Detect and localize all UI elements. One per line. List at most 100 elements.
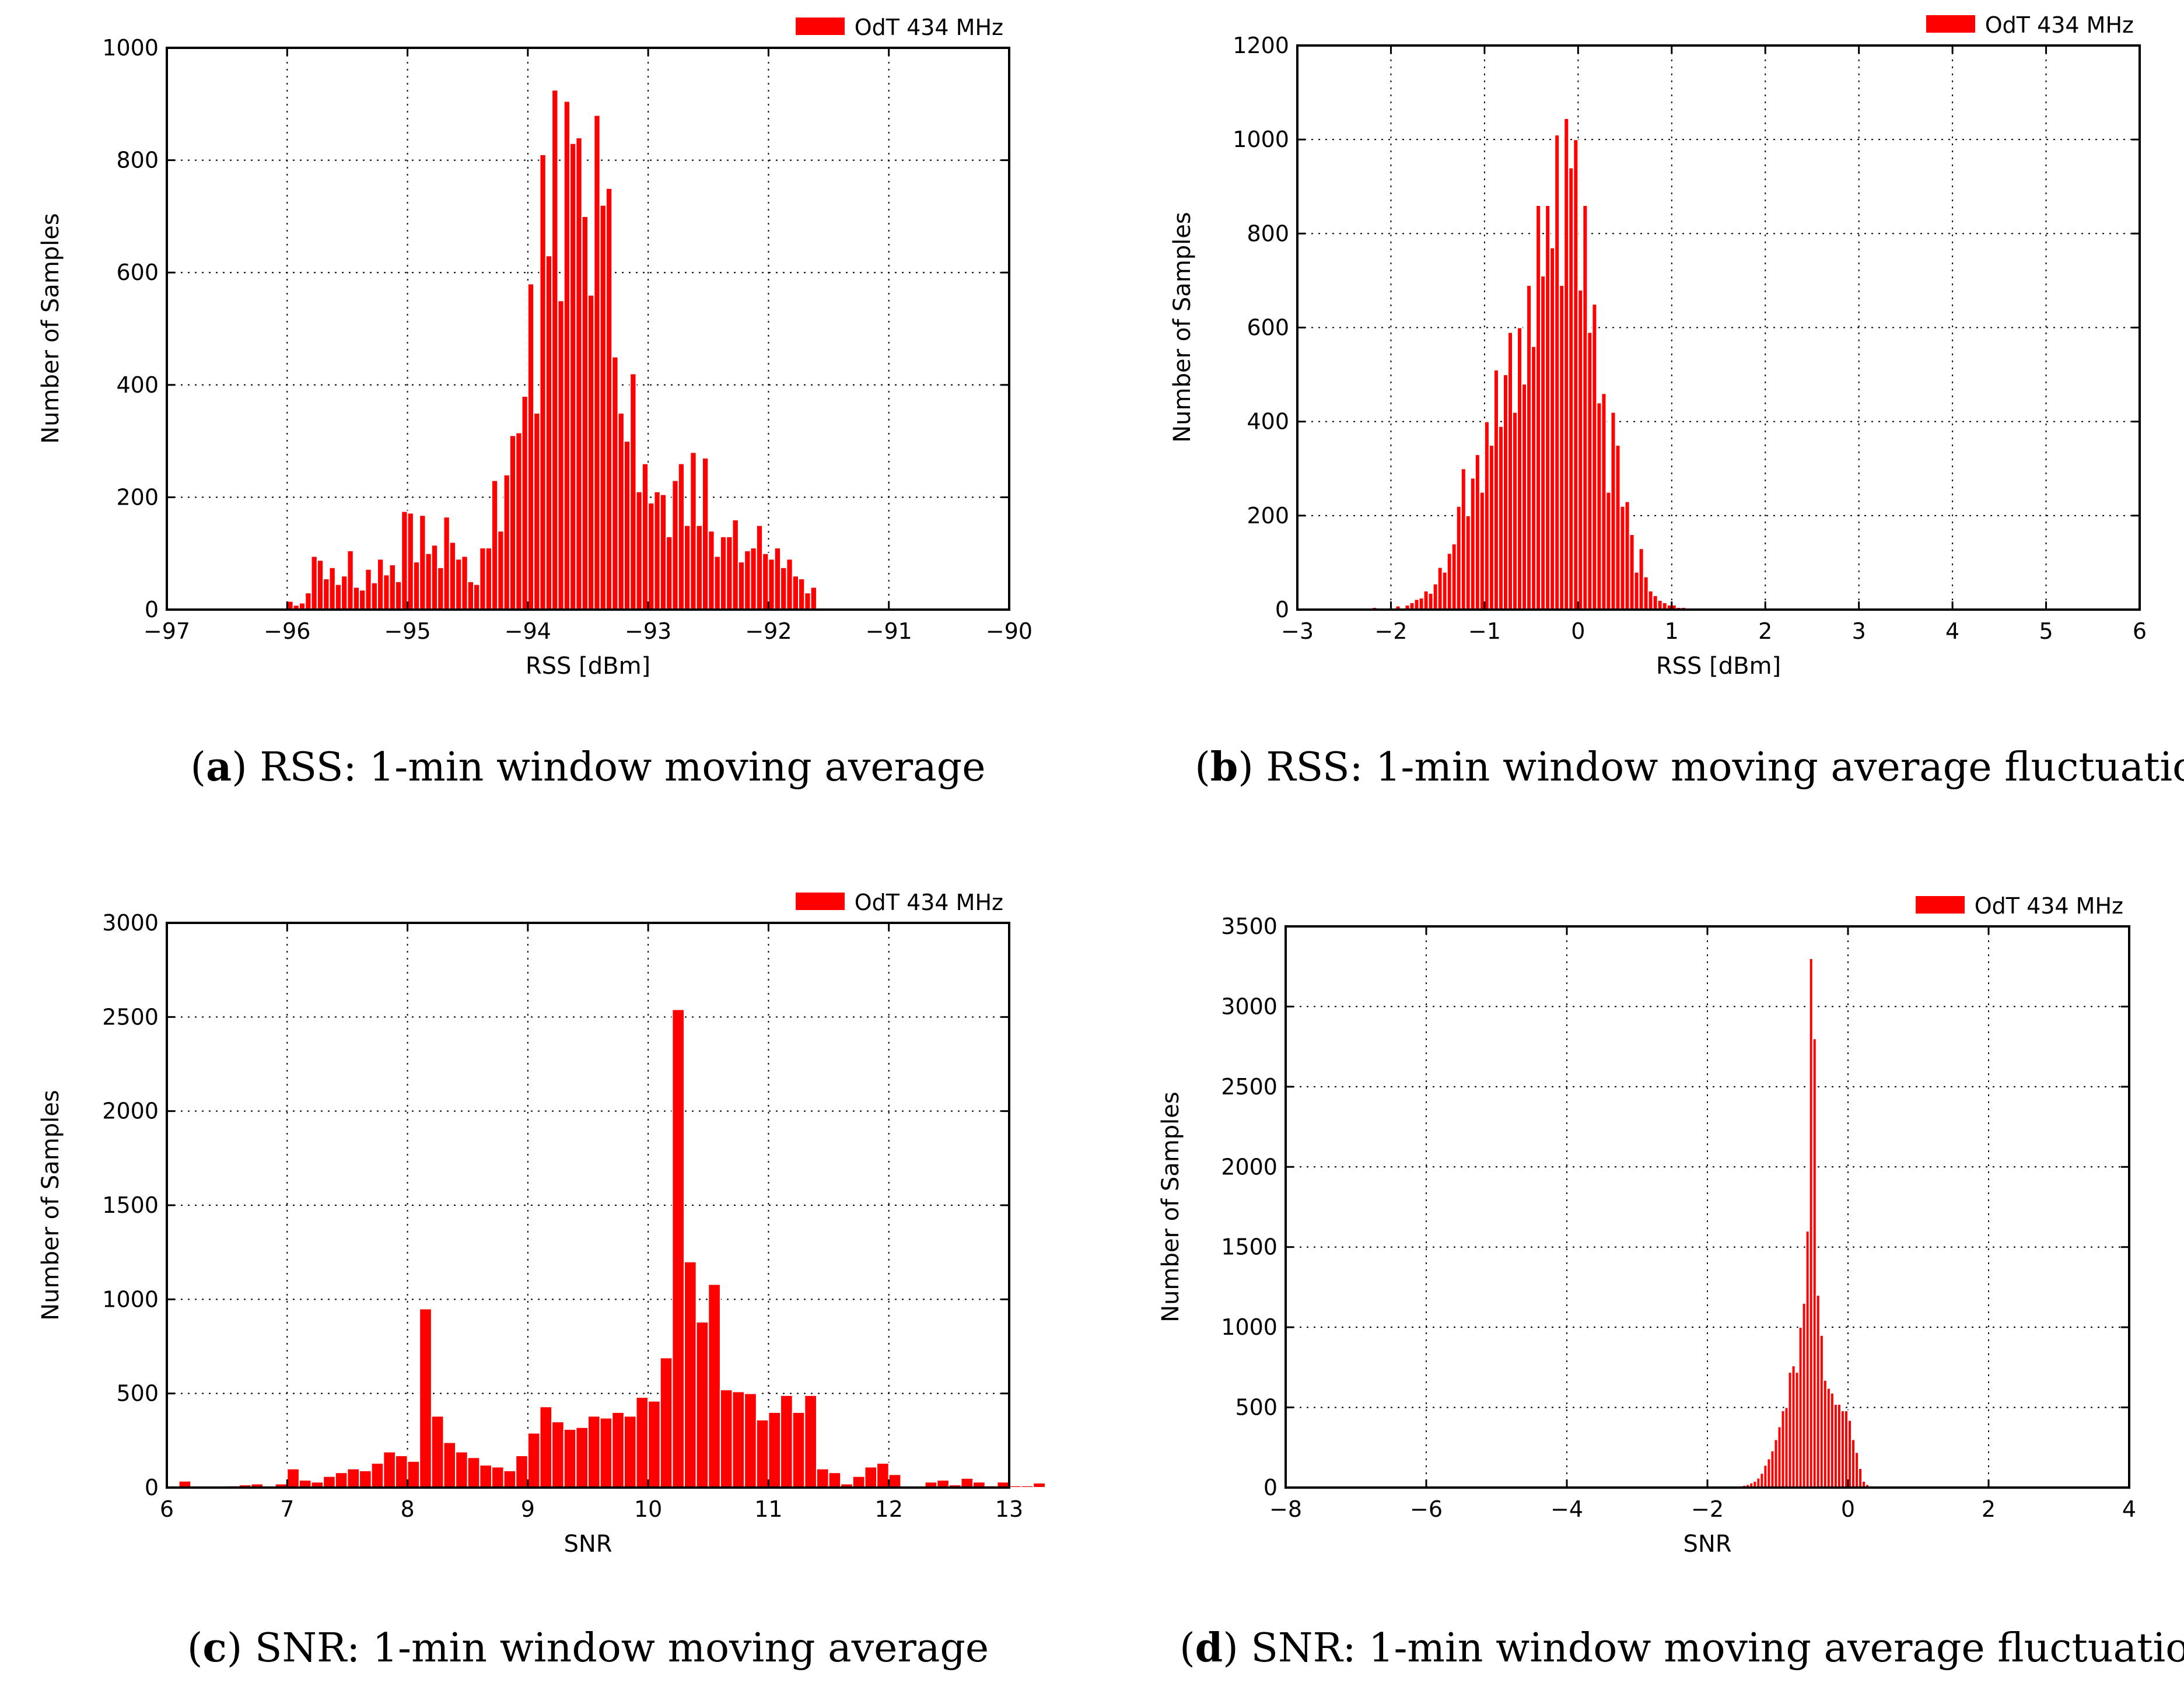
histogram-bar [1479,491,1485,611]
x-tick-label: 6 [2133,618,2147,644]
histogram-bar [804,1394,817,1488]
x-tick-label: 8 [400,1496,414,1522]
caption-text: RSS: 1-min window moving average fluctua… [1266,744,2184,790]
histogram-bar [551,89,559,611]
histogram-bar [485,547,492,611]
histogram-bar [388,564,396,611]
histogram-bar [1554,134,1560,610]
y-tick-label: 0 [1275,597,1289,622]
histogram-bar [563,100,571,611]
histogram-bar [666,536,673,610]
caption-paren-open: ( [1180,1625,1195,1671]
x-tick-label: −95 [384,618,430,644]
y-tick-label: 200 [116,484,159,510]
histogram-bar [394,1455,408,1489]
panel-caption: (d) SNR: 1-min window moving average flu… [1180,1625,2184,1671]
histogram-bar [1577,289,1584,610]
y-axis-label: Number of Samples [37,213,64,444]
histogram-bar [323,578,330,610]
histogram-bar [1633,571,1640,610]
y-tick-label: 400 [1247,409,1289,435]
histogram-bar [527,1432,541,1489]
histogram-bar [455,558,463,611]
histogram-bar [648,502,655,611]
histogram-bar [521,396,528,610]
histogram-bar [430,1415,444,1489]
histogram-bar [768,1411,782,1489]
histogram-bar [1502,374,1509,610]
bars [178,1009,1046,1489]
histogram-bar [328,566,336,611]
histogram-bar [755,524,764,610]
histogram-bar [1568,167,1574,610]
histogram-bar [515,1455,528,1489]
histogram-bar [1465,515,1471,610]
histogram-bar [780,566,788,611]
histogram-bar [1497,425,1504,610]
histogram-bar [419,515,426,610]
histogram-bar [1432,583,1438,610]
panel-caption: (a) RSS: 1-min window moving average [191,744,986,790]
histogram-bar [960,1477,974,1489]
bars [1371,117,1700,611]
legend: OdT 434 MHz [1916,893,2123,919]
histogram-bar [1652,594,1658,611]
histogram-bar [467,1457,481,1488]
histogram-bar [587,1415,601,1489]
caption-letter: c [202,1625,226,1671]
histogram-bar [659,1357,673,1489]
histogram-bar [1526,284,1532,611]
x-axis-label: RSS [dBm] [526,653,650,680]
x-tick-label: 5 [2039,618,2053,644]
histogram-bar [437,566,444,611]
histogram-bar [304,592,312,610]
histogram-bar [352,586,360,610]
histogram-bar [1483,421,1490,611]
histogram-bar [750,547,757,611]
x-tick-label: 11 [754,1496,782,1522]
histogram-bar [599,1417,613,1488]
histogram-bar [816,1468,830,1489]
caption-paren-close: ) [227,1625,255,1671]
x-tick-label: −6 [1410,1496,1443,1522]
histogram-bar [786,558,793,611]
caption-text: RSS: 1-min window moving average [260,744,985,790]
histogram-bar [876,1462,890,1488]
x-tick-label: 6 [160,1496,174,1522]
histogram-bar [323,1475,336,1488]
histogram-bar [503,474,510,610]
histogram-bar [708,1283,721,1489]
histogram-bar [1647,590,1654,610]
legend-swatch [796,18,845,35]
x-tick-label: −97 [144,618,190,644]
histogram-bar [370,1462,384,1488]
histogram-bar [684,524,691,610]
histogram-bar [1441,571,1448,610]
histogram-bar [569,142,577,610]
histogram-bar [695,1321,709,1488]
histogram-bar [412,561,421,611]
histogram-bar [575,137,583,610]
histogram-bar [864,1466,878,1488]
histogram-bar [671,1009,685,1488]
histogram-bar [455,1451,468,1489]
histogram-bar [449,541,457,610]
histogram-bar [334,1472,348,1489]
x-tick-label: 1 [1665,618,1679,644]
y-tick-label: 600 [1247,315,1289,341]
histogram-bar [605,187,613,610]
histogram-bar [1517,327,1523,610]
histogram-bar [443,1441,457,1489]
histogram-bar [1540,275,1546,610]
histogram-bar [1009,1485,1022,1489]
histogram-bar [1493,369,1499,611]
histogram-bar [684,1261,697,1489]
legend-label: OdT 434 MHz [855,890,1003,915]
y-tick-label: 2500 [1221,1074,1278,1100]
x-tick-label: 2 [1982,1496,1996,1522]
histogram-bar [473,583,481,610]
y-tick-label: 1000 [102,1286,159,1312]
histogram-bar [629,373,637,610]
y-tick-label: 0 [145,597,159,622]
